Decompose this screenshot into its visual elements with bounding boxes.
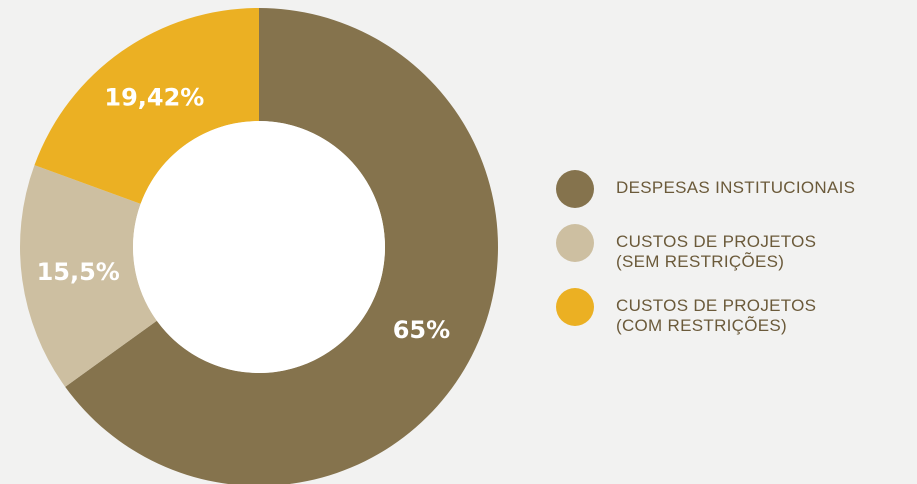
data-label-custos-de-projetos-com-restricoes: 19,42%	[104, 83, 204, 111]
donut-hole	[133, 121, 385, 373]
legend-label-line: (SEM RESTRIÇÕES)	[616, 252, 785, 271]
slice-despesas-institucionais	[65, 8, 498, 484]
legend: DESPESAS INSTITUCIONAIS CUSTOS DE PROJETO…	[556, 170, 855, 352]
legend-label: DESPESAS INSTITUCIONAIS	[616, 170, 855, 198]
legend-swatch	[556, 170, 594, 208]
legend-label-line: CUSTOS DE PROJETOS	[616, 232, 817, 251]
legend-label-line: CUSTOS DE PROJETOS	[616, 296, 817, 315]
legend-label-line: (COM RESTRIÇÕES)	[616, 316, 788, 335]
legend-swatch	[556, 224, 594, 262]
slice-custos-de-projetos-com-restricoes	[34, 8, 259, 204]
legend-swatch	[556, 288, 594, 326]
legend-item-custos-de-projetos-sem-restricoes: CUSTOS DE PROJETOS (SEM RESTRIÇÕES)	[556, 224, 855, 272]
donut-chart: 65% 15,5% 19,42%	[20, 8, 498, 484]
slice-custos-de-projetos-sem-restricoes	[20, 165, 157, 387]
data-label-despesas-institucionais: 65%	[393, 316, 450, 344]
legend-label: CUSTOS DE PROJETOS (SEM RESTRIÇÕES)	[616, 224, 816, 272]
data-label-custos-de-projetos-sem-restricoes: 15,5%	[37, 258, 120, 286]
legend-item-custos-de-projetos-com-restricoes: CUSTOS DE PROJETOS (COM RESTRIÇÕES)	[556, 288, 855, 336]
legend-label: CUSTOS DE PROJETOS (COM RESTRIÇÕES)	[616, 288, 816, 336]
legend-label-line: DESPESAS INSTITUCIONAIS	[616, 178, 856, 197]
legend-item-despesas-institucionais: DESPESAS INSTITUCIONAIS	[556, 170, 855, 208]
